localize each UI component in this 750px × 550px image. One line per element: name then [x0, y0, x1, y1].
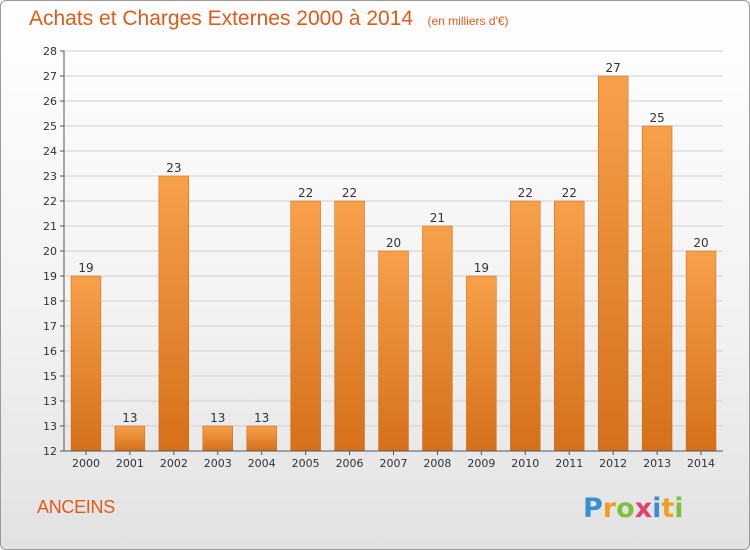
y-tick-label: 13 — [43, 395, 57, 408]
x-tick-label: 2005 — [292, 457, 320, 470]
data-label: 22 — [518, 186, 533, 200]
y-tick-label: 25 — [43, 120, 57, 133]
y-tick-label: 23 — [43, 170, 57, 183]
bar — [641, 125, 673, 452]
bar — [70, 275, 102, 452]
data-label: 21 — [430, 211, 445, 225]
x-tick-label: 2004 — [248, 457, 276, 470]
bar — [290, 200, 321, 452]
bar — [685, 250, 717, 452]
data-label: 22 — [342, 186, 357, 200]
chart-title-block: Achats et Charges Externes 2000 à 2014 (… — [29, 7, 509, 31]
bar — [597, 75, 629, 452]
logo-letter: x — [634, 493, 653, 524]
bar — [378, 250, 409, 452]
y-tick-label: 18 — [43, 295, 57, 308]
data-label: 13 — [254, 411, 269, 425]
y-tick-label: 15 — [43, 370, 57, 383]
logo-letter: P — [583, 493, 603, 524]
bar — [466, 275, 497, 452]
x-tick-label: 2002 — [160, 457, 188, 470]
bar — [202, 425, 233, 452]
commune-name: ANCEINS — [37, 497, 115, 517]
data-label: 13 — [210, 411, 225, 425]
x-tick-label: 2013 — [643, 457, 671, 470]
data-label: 25 — [649, 111, 664, 125]
data-label: 20 — [693, 236, 708, 250]
y-tick-label: 20 — [43, 245, 57, 258]
data-label: 13 — [122, 411, 137, 425]
y-tick-label: 19 — [43, 270, 57, 283]
data-labels: 19 13 23 13 13 22 22 20 21 19 22 22 27 25 20 — [78, 61, 708, 425]
chart-title: Achats et Charges Externes 2000 à 2014 — [29, 7, 414, 30]
x-tick-label: 2000 — [72, 457, 100, 470]
data-label: 23 — [166, 161, 181, 175]
y-tick-label: 27 — [43, 70, 57, 83]
bar — [422, 225, 453, 452]
y-tick-label: 22 — [43, 195, 57, 208]
data-label: 19 — [78, 261, 93, 275]
logo-letter: t — [661, 493, 675, 524]
data-label: 27 — [606, 61, 621, 75]
x-tick-label: 2012 — [599, 457, 627, 470]
proxiti-logo: P r o x i t i — [583, 488, 684, 524]
x-tick-label: 2014 — [687, 457, 715, 470]
data-label: 22 — [562, 186, 577, 200]
bar — [114, 425, 146, 452]
x-tick-label: 2011 — [555, 457, 583, 470]
data-label: 22 — [298, 186, 313, 200]
y-tick-label: 12 — [43, 445, 57, 458]
x-tick-label: 2009 — [467, 457, 495, 470]
axes: 12 13 13 15 16 17 18 19 20 21 22 23 24 25 26 27 28 2000 20… — [43, 45, 723, 470]
x-tick-label: 2001 — [116, 457, 144, 470]
y-tick-label: 28 — [43, 45, 57, 58]
logo-letter: i — [674, 493, 684, 524]
bar — [158, 175, 190, 452]
y-tick-label: 26 — [43, 95, 57, 108]
y-tick-label: 16 — [43, 345, 57, 358]
x-tick-label: 2008 — [423, 457, 451, 470]
bar — [334, 200, 365, 452]
x-tick-label: 2006 — [336, 457, 364, 470]
y-tick-label: 21 — [43, 220, 57, 233]
x-tick-label: 2010 — [511, 457, 539, 470]
y-tick-label: 17 — [43, 320, 57, 333]
x-tick-label: 2003 — [204, 457, 232, 470]
data-label: 19 — [474, 261, 489, 275]
y-tick-label: 24 — [43, 145, 57, 158]
logo-letter: o — [616, 493, 635, 524]
unit-label: (en milliers d'€) — [427, 14, 509, 28]
bar — [246, 425, 277, 452]
data-label: 20 — [386, 236, 401, 250]
y-tick-label: 13 — [43, 420, 57, 433]
bars — [70, 75, 717, 452]
bar — [510, 200, 541, 452]
logo-letter: i — [652, 493, 662, 524]
bar — [554, 200, 585, 452]
logo-letter: r — [602, 493, 617, 524]
x-tick-label: 2007 — [380, 457, 408, 470]
